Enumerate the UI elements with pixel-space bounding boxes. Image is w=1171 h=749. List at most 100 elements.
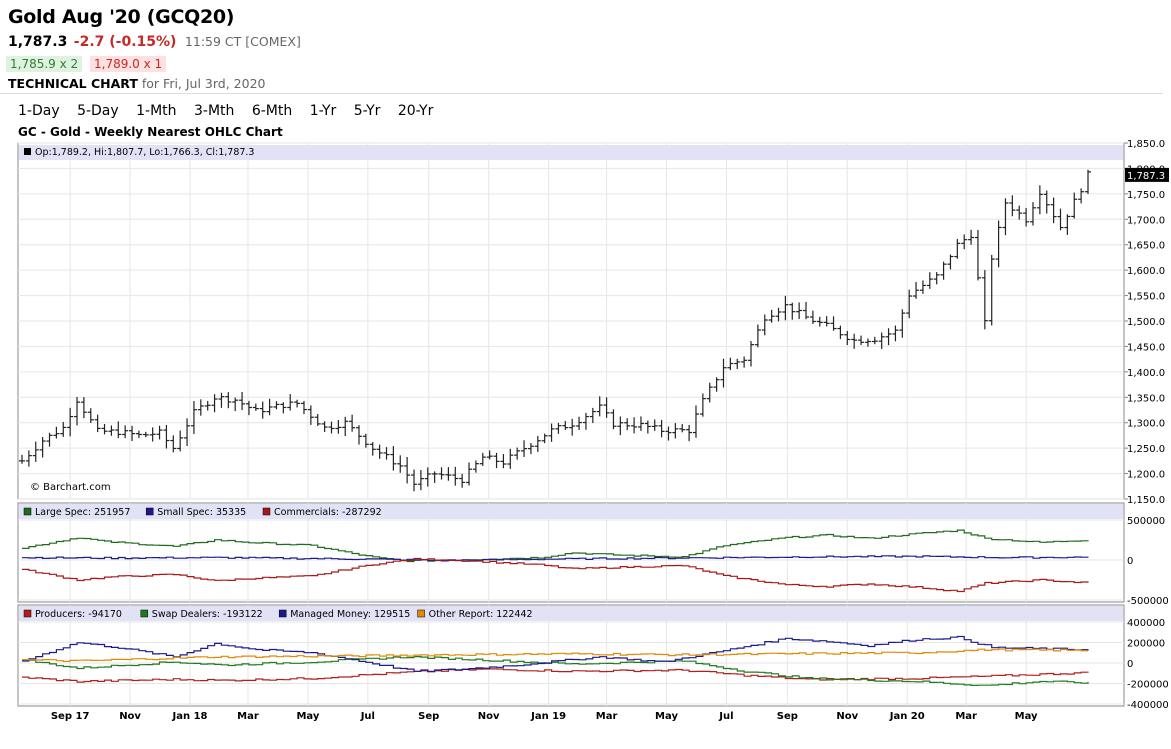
y-tick-label: 1,350.0 xyxy=(1127,393,1165,404)
ohlc-bar xyxy=(885,328,892,346)
ohlc-bar xyxy=(610,409,617,430)
ohlc-bar xyxy=(775,307,782,322)
ohlc-bar xyxy=(582,412,589,430)
y-tick-label: 1,450.0 xyxy=(1127,342,1165,353)
period-1-yr[interactable]: 1-Yr xyxy=(309,103,337,119)
ohlc-bar xyxy=(32,441,39,462)
legend-swatch xyxy=(145,507,154,516)
ohlc-bar xyxy=(204,400,211,411)
x-tick-label: Mar xyxy=(955,711,977,722)
ohlc-bar xyxy=(761,314,768,336)
y-tick-label: 1,500.0 xyxy=(1127,317,1165,328)
period-1-day[interactable]: 1-Day xyxy=(18,103,60,119)
ohlc-bar xyxy=(734,358,741,370)
legend-band xyxy=(19,145,1123,160)
period-20-yr[interactable]: 20-Yr xyxy=(397,103,434,119)
bid-badge: 1,785.9 x 2 xyxy=(6,56,83,72)
legend-label: Large Spec: 251957 xyxy=(35,507,130,518)
ohlc-bar xyxy=(424,467,431,487)
y-tick-label: 1,700.0 xyxy=(1127,215,1165,226)
ohlc-bar xyxy=(679,424,686,433)
ohlc-bar xyxy=(933,272,940,285)
ohlc-bar xyxy=(637,416,644,431)
ohlc-bar xyxy=(699,393,706,417)
ohlc-bar xyxy=(1050,197,1057,224)
ohlc-bar xyxy=(39,436,46,458)
ohlc-bar xyxy=(300,400,307,415)
ohlc-bar xyxy=(294,399,301,408)
technical-chart-date: for Fri, Jul 3rd, 2020 xyxy=(141,76,266,91)
ohlc-bar xyxy=(1085,169,1091,194)
ohlc-bar xyxy=(101,424,108,435)
ohlc-bar xyxy=(383,447,390,460)
ohlc-bar xyxy=(624,418,631,431)
x-tick-label: May xyxy=(296,711,319,722)
legend-label: Other Report: 122442 xyxy=(429,609,533,620)
legend-swatch xyxy=(278,609,287,618)
ohlc-bar xyxy=(720,358,727,388)
legend-swatch xyxy=(23,507,32,516)
ohlc-bar xyxy=(486,450,493,460)
ohlc-bar xyxy=(321,421,328,432)
ohlc-bar xyxy=(108,425,115,436)
ohlc-bar xyxy=(184,418,191,447)
legend-band xyxy=(19,606,1123,621)
period-5-yr[interactable]: 5-Yr xyxy=(353,103,381,119)
x-tick-label: Mar xyxy=(237,711,259,722)
period-5-day[interactable]: 5-Day xyxy=(77,103,119,119)
x-tick-label: Jul xyxy=(360,711,375,722)
ohlc-bar xyxy=(631,417,638,434)
period-6-mth[interactable]: 6-Mth xyxy=(251,103,293,119)
ohlc-bar xyxy=(830,316,837,331)
series-line xyxy=(22,557,1089,593)
ohlc-bar xyxy=(266,398,273,416)
ohlc-bar xyxy=(919,280,926,294)
ohlc-bar xyxy=(1071,192,1078,219)
ohlc-bar xyxy=(651,419,658,431)
x-tick-label: Sep xyxy=(418,711,439,722)
ohlc-bar xyxy=(555,422,562,434)
x-tick-label: Sep 17 xyxy=(51,711,90,722)
ohlc-bar xyxy=(273,401,280,410)
x-tick-label: Jan 20 xyxy=(889,711,925,722)
ohlc-bar xyxy=(658,419,665,438)
y-tick-label: 1,400.0 xyxy=(1127,368,1165,379)
ohlc-bar xyxy=(644,420,651,434)
ohlc-bar xyxy=(562,420,569,430)
x-tick-label: Sep xyxy=(777,711,798,722)
legend-square xyxy=(24,148,31,155)
ohlc-bar xyxy=(672,423,679,439)
period-3-mth[interactable]: 3-Mth xyxy=(193,103,235,119)
ohlc-bar xyxy=(94,414,101,433)
ohlc-bar xyxy=(569,418,576,436)
ohlc-bar xyxy=(390,446,397,471)
ohlc-bar xyxy=(782,295,789,321)
ohlc-bar xyxy=(287,394,294,411)
x-tick-label: May xyxy=(655,711,678,722)
ohlc-bar xyxy=(527,443,534,455)
period-1-mth[interactable]: 1-Mth xyxy=(136,103,177,119)
ohlc-bar xyxy=(913,282,920,299)
x-tick-label: Nov xyxy=(119,711,141,722)
ohlc-bar xyxy=(239,391,246,411)
ohlc-bar xyxy=(369,442,376,456)
ohlc-bar xyxy=(514,447,521,460)
ohlc-bar xyxy=(603,397,610,418)
ohlc-bar xyxy=(142,431,149,438)
x-tick-label: May xyxy=(1015,711,1038,722)
ohlc-bar xyxy=(342,416,349,437)
ohlc-bar xyxy=(149,427,156,442)
y-tick-label: -500000 xyxy=(1127,596,1169,607)
ohlc-bar xyxy=(259,401,266,419)
ohlc-bar xyxy=(445,467,452,481)
ohlc-bar xyxy=(25,450,32,467)
ohlc-bar xyxy=(1016,205,1023,220)
ohlc-bar xyxy=(988,254,995,326)
series-line xyxy=(22,635,1089,672)
price-legend: Op:1,789.2, Hi:1,807.7, Lo:1,766.3, Cl:1… xyxy=(35,147,254,158)
legend-label: Commercials: -287292 xyxy=(274,507,382,518)
ohlc-bar xyxy=(115,421,122,439)
ohlc-bar xyxy=(404,457,411,484)
y-tick-label: 200000 xyxy=(1127,639,1165,650)
